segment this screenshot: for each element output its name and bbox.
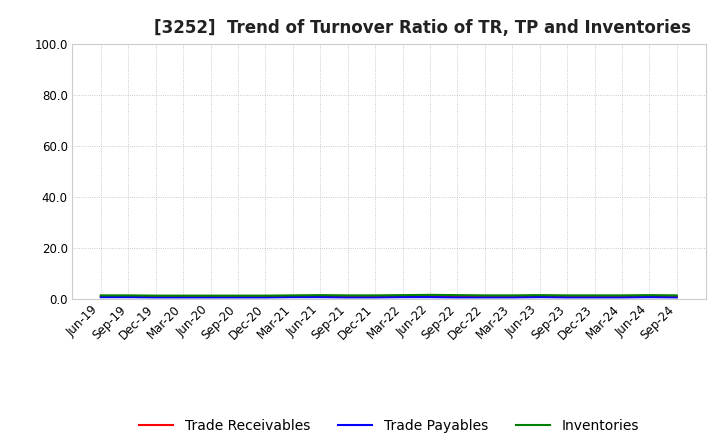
Trade Receivables bbox=[398, 294, 407, 299]
Trade Payables bbox=[672, 295, 681, 300]
Trade Receivables bbox=[96, 293, 105, 299]
Trade Receivables bbox=[618, 294, 626, 299]
Trade Receivables bbox=[233, 294, 242, 299]
Trade Receivables bbox=[371, 294, 379, 299]
Inventories bbox=[343, 293, 352, 298]
Inventories bbox=[206, 293, 215, 298]
Inventories bbox=[426, 292, 434, 297]
Trade Receivables bbox=[508, 294, 516, 299]
Inventories bbox=[618, 293, 626, 298]
Trade Payables bbox=[645, 294, 654, 300]
Trade Receivables bbox=[563, 294, 572, 299]
Trade Receivables bbox=[453, 294, 462, 299]
Inventories bbox=[124, 293, 132, 298]
Trade Payables bbox=[590, 295, 599, 300]
Line: Trade Receivables: Trade Receivables bbox=[101, 296, 677, 297]
Trade Payables bbox=[206, 295, 215, 300]
Trade Payables bbox=[480, 295, 489, 300]
Trade Receivables bbox=[289, 294, 297, 299]
Inventories bbox=[96, 293, 105, 298]
Trade Payables bbox=[124, 294, 132, 300]
Inventories bbox=[480, 293, 489, 298]
Trade Receivables bbox=[261, 294, 270, 299]
Inventories bbox=[590, 293, 599, 298]
Inventories bbox=[508, 293, 516, 298]
Inventories bbox=[453, 293, 462, 298]
Inventories bbox=[316, 293, 325, 298]
Inventories bbox=[672, 293, 681, 298]
Trade Receivables bbox=[590, 294, 599, 299]
Trade Payables bbox=[398, 294, 407, 300]
Trade Payables bbox=[563, 295, 572, 300]
Trade Receivables bbox=[480, 294, 489, 299]
Legend: Trade Receivables, Trade Payables, Inventories: Trade Receivables, Trade Payables, Inven… bbox=[133, 413, 644, 438]
Inventories bbox=[398, 293, 407, 298]
Trade Receivables bbox=[206, 294, 215, 299]
Inventories bbox=[261, 293, 270, 298]
Trade Payables bbox=[289, 294, 297, 300]
Trade Payables bbox=[453, 295, 462, 300]
Inventories bbox=[563, 293, 572, 298]
Text: [3252]  Trend of Turnover Ratio of TR, TP and Inventories: [3252] Trend of Turnover Ratio of TR, TP… bbox=[154, 19, 691, 37]
Inventories bbox=[233, 293, 242, 298]
Trade Payables bbox=[96, 294, 105, 300]
Trade Payables bbox=[536, 294, 544, 300]
Inventories bbox=[536, 293, 544, 298]
Trade Payables bbox=[261, 295, 270, 300]
Trade Payables bbox=[179, 295, 187, 300]
Trade Payables bbox=[508, 295, 516, 300]
Trade Payables bbox=[316, 294, 325, 300]
Trade Receivables bbox=[179, 294, 187, 299]
Inventories bbox=[179, 293, 187, 298]
Trade Receivables bbox=[536, 294, 544, 299]
Trade Receivables bbox=[151, 294, 160, 299]
Trade Receivables bbox=[672, 294, 681, 299]
Trade Receivables bbox=[124, 294, 132, 299]
Inventories bbox=[371, 293, 379, 298]
Trade Payables bbox=[343, 295, 352, 300]
Trade Payables bbox=[426, 294, 434, 300]
Line: Inventories: Inventories bbox=[101, 295, 677, 296]
Trade Receivables bbox=[645, 294, 654, 299]
Trade Receivables bbox=[316, 294, 325, 299]
Trade Payables bbox=[151, 295, 160, 300]
Trade Receivables bbox=[343, 294, 352, 299]
Trade Payables bbox=[233, 295, 242, 300]
Inventories bbox=[151, 293, 160, 298]
Inventories bbox=[289, 293, 297, 298]
Inventories bbox=[645, 293, 654, 298]
Trade Payables bbox=[618, 295, 626, 300]
Trade Payables bbox=[371, 295, 379, 300]
Trade Receivables bbox=[426, 293, 434, 299]
